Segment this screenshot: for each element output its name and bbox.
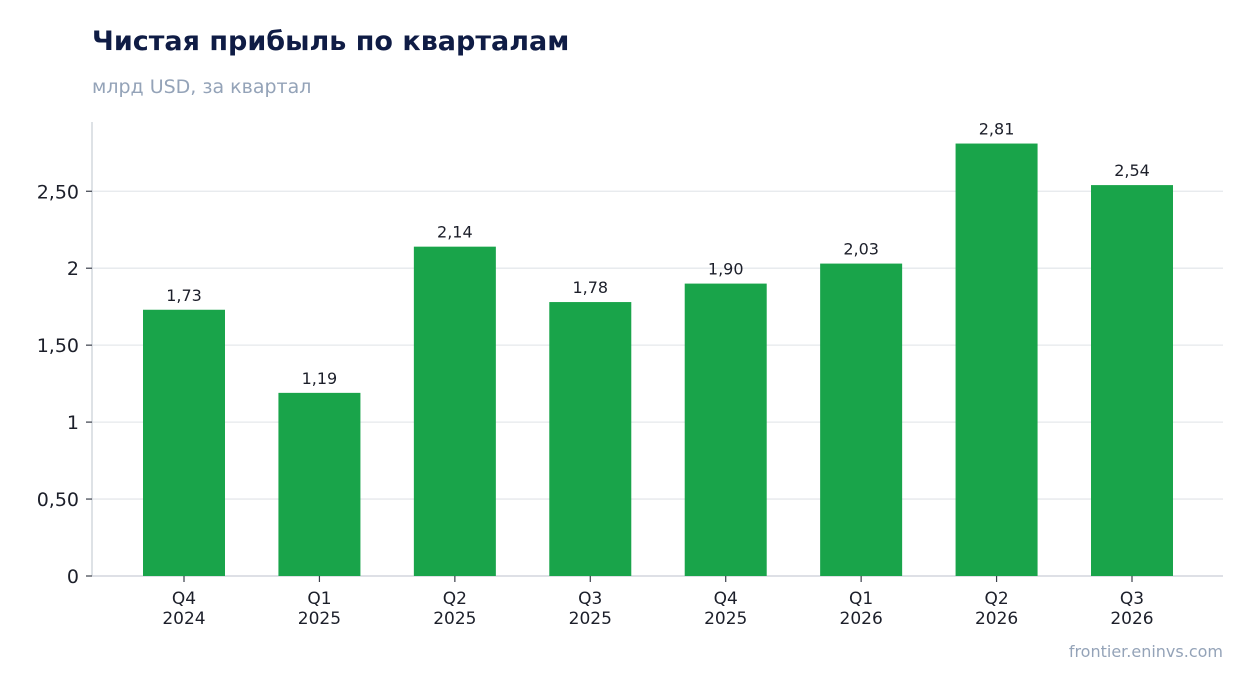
x-tick-label: Q2 xyxy=(984,589,1008,609)
x-tick-label: Q3 xyxy=(1120,589,1144,609)
bar xyxy=(413,246,496,576)
y-tick-label: 0,50 xyxy=(37,489,79,511)
value-label: 1,90 xyxy=(708,260,744,279)
bar xyxy=(278,392,361,576)
x-tick-label: Q1 xyxy=(307,589,331,609)
x-tick-label: 2025 xyxy=(569,609,612,629)
chart-title: Чистая прибыль по кварталам xyxy=(92,26,570,57)
y-tick-label: 2 xyxy=(67,258,79,280)
value-labels: 1,73 1,19 2,14 1,78 1,90 2,03 2,81 2,54 xyxy=(166,120,1150,388)
x-tick-label: Q4 xyxy=(714,589,738,609)
bar xyxy=(143,309,225,576)
value-label: 1,19 xyxy=(302,369,338,388)
bar xyxy=(1091,185,1173,576)
x-tick-label: 2024 xyxy=(162,609,205,629)
value-label: 1,73 xyxy=(166,286,202,305)
x-tick-label: Q3 xyxy=(578,589,602,609)
x-tick-label: 2026 xyxy=(975,609,1018,629)
y-tick-label: 2,50 xyxy=(37,181,79,203)
chart-subtitle: млрд USD, за квартал xyxy=(92,76,312,98)
y-tick-label: 1,50 xyxy=(37,335,79,357)
x-tick-label: 2025 xyxy=(298,609,341,629)
y-tick-label: 1 xyxy=(67,412,79,434)
value-label: 2,54 xyxy=(1114,161,1150,180)
axes xyxy=(91,122,1223,577)
x-tick-label: 2026 xyxy=(840,609,883,629)
bar xyxy=(684,283,767,576)
x-tick-label: Q1 xyxy=(849,589,873,609)
value-label: 1,78 xyxy=(572,278,608,297)
x-axis-ticks: Q42024Q12025Q22025Q32025Q42025Q12026Q220… xyxy=(162,576,1154,629)
source-note: frontier.eninvs.com xyxy=(1068,642,1223,661)
value-label: 2,81 xyxy=(979,120,1015,139)
grid-lines xyxy=(92,190,1223,500)
bar xyxy=(820,263,903,576)
x-tick-label: 2025 xyxy=(433,609,476,629)
bar xyxy=(549,302,632,576)
x-tick-label: 2025 xyxy=(704,609,747,629)
y-tick-label: 0 xyxy=(67,566,79,588)
x-tick-label: Q2 xyxy=(443,589,467,609)
bar xyxy=(955,143,1038,576)
bars xyxy=(143,143,1173,576)
y-axis-ticks: 0 0,50 1 1,50 2 2,50 xyxy=(37,181,92,588)
value-label: 2,03 xyxy=(843,240,879,259)
x-tick-label: 2026 xyxy=(1110,609,1153,629)
x-tick-label: Q4 xyxy=(172,589,196,609)
value-label: 2,14 xyxy=(437,223,473,242)
